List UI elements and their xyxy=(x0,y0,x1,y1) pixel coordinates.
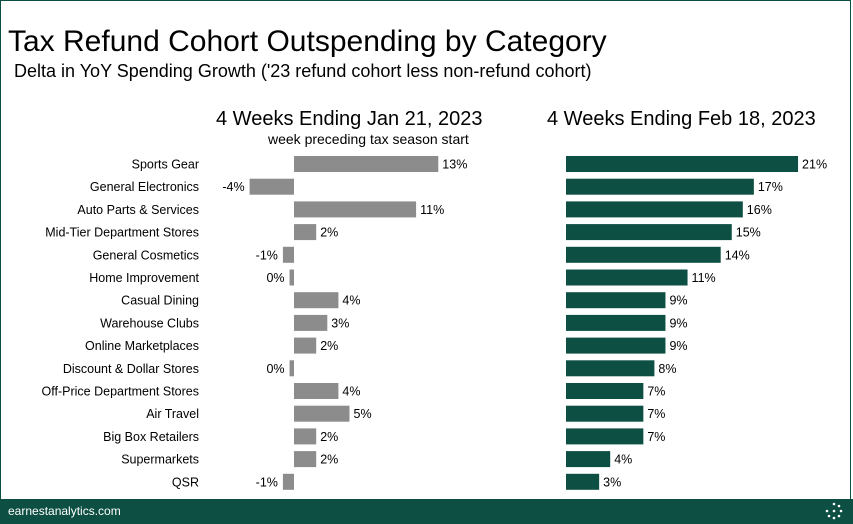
right-bar-label: 11% xyxy=(692,271,716,285)
right-bar xyxy=(566,224,732,241)
left-bar-label: 11% xyxy=(420,203,444,217)
right-bar xyxy=(566,292,666,309)
left-bar xyxy=(294,428,317,445)
right-bar xyxy=(566,405,644,422)
right-bar-label: 8% xyxy=(658,362,676,376)
left-bar-label: 2% xyxy=(320,339,338,353)
left-bar xyxy=(282,473,294,490)
left-bar xyxy=(294,292,339,309)
left-bar xyxy=(294,224,317,241)
left-panel-title: 4 Weeks Ending Jan 21, 2023 xyxy=(216,108,483,130)
left-bar-label: 0% xyxy=(266,362,284,376)
right-bar-label: 7% xyxy=(647,407,665,421)
right-bar xyxy=(566,473,600,490)
left-bar-label: 13% xyxy=(442,158,467,172)
right-bar xyxy=(566,156,799,172)
category-label: Home Improvement xyxy=(89,271,199,285)
category-label: Big Box Retailers xyxy=(103,430,199,444)
left-bar xyxy=(294,201,417,218)
category-label: Discount & Dollar Stores xyxy=(63,362,199,376)
footer-bar: earnestanalytics.com xyxy=(0,499,853,524)
right-bar xyxy=(566,383,644,399)
category-label: Air Travel xyxy=(146,407,199,421)
left-bar-label: -4% xyxy=(222,180,244,194)
right-bar-label: 7% xyxy=(647,385,665,399)
right-bar-label: 15% xyxy=(736,226,761,240)
left-panel-subtitle: week preceding tax season start xyxy=(268,131,469,147)
left-bar xyxy=(294,156,439,172)
left-bar-label: -1% xyxy=(256,475,278,489)
left-bar xyxy=(294,405,350,422)
right-bar-label: 3% xyxy=(603,475,621,489)
category-label: General Electronics xyxy=(90,180,199,194)
source-link[interactable]: earnestanalytics.com xyxy=(8,504,121,518)
left-bar xyxy=(289,269,294,286)
left-bar-label: 2% xyxy=(320,226,338,240)
left-bar xyxy=(249,178,294,195)
chart-title: Tax Refund Cohort Outspending by Categor… xyxy=(8,25,607,58)
chart-subtitle: Delta in YoY Spending Growth ('23 refund… xyxy=(14,61,592,81)
left-bar-label: 4% xyxy=(342,385,360,399)
category-label: Mid-Tier Department Stores xyxy=(45,226,199,240)
category-label: Auto Parts & Services xyxy=(77,203,199,217)
left-bar xyxy=(294,337,317,354)
left-bar-label: -1% xyxy=(256,248,278,262)
left-bar xyxy=(289,360,294,377)
right-bar xyxy=(566,246,721,263)
right-bar-label: 16% xyxy=(747,203,772,217)
left-bar-label: 3% xyxy=(331,316,349,330)
category-label: Supermarkets xyxy=(121,453,199,467)
right-bar-label: 9% xyxy=(669,339,687,353)
right-bar-label: 21% xyxy=(802,158,827,172)
category-label: QSR xyxy=(172,475,199,489)
left-bar-label: 2% xyxy=(320,430,338,444)
right-bar-label: 14% xyxy=(725,248,750,262)
left-bar-label: 2% xyxy=(320,453,338,467)
right-bar xyxy=(566,178,754,195)
left-bar xyxy=(294,314,328,331)
right-bar xyxy=(566,201,743,218)
right-bar xyxy=(566,337,666,354)
category-label: Casual Dining xyxy=(121,294,199,308)
right-bar-label: 9% xyxy=(669,294,687,308)
right-bar xyxy=(566,314,666,331)
right-bar-label: 4% xyxy=(614,453,632,467)
category-label: Online Marketplaces xyxy=(85,339,199,353)
left-bar xyxy=(294,451,317,468)
right-bar xyxy=(566,360,655,377)
right-bar xyxy=(566,428,644,445)
category-label: Off-Price Department Stores xyxy=(42,385,199,399)
category-label: Sports Gear xyxy=(132,158,199,172)
left-bar xyxy=(282,246,294,263)
left-bar-label: 4% xyxy=(342,294,360,308)
dotted-circle-logo-icon xyxy=(825,502,843,520)
left-bar-label: 0% xyxy=(266,271,284,285)
category-label: Warehouse Clubs xyxy=(100,316,199,330)
left-bar-label: 5% xyxy=(354,407,372,421)
category-label: General Cosmetics xyxy=(93,248,199,262)
right-bar-label: 17% xyxy=(758,180,783,194)
right-bar-label: 7% xyxy=(647,430,665,444)
right-panel-title: 4 Weeks Ending Feb 18, 2023 xyxy=(547,108,816,130)
bar-chart: Sports Gear General Electronics Auto Parts… xyxy=(42,156,827,490)
right-bar xyxy=(566,451,611,468)
right-bar-label: 9% xyxy=(669,316,687,330)
left-bar xyxy=(294,383,339,399)
right-bar xyxy=(566,269,688,286)
